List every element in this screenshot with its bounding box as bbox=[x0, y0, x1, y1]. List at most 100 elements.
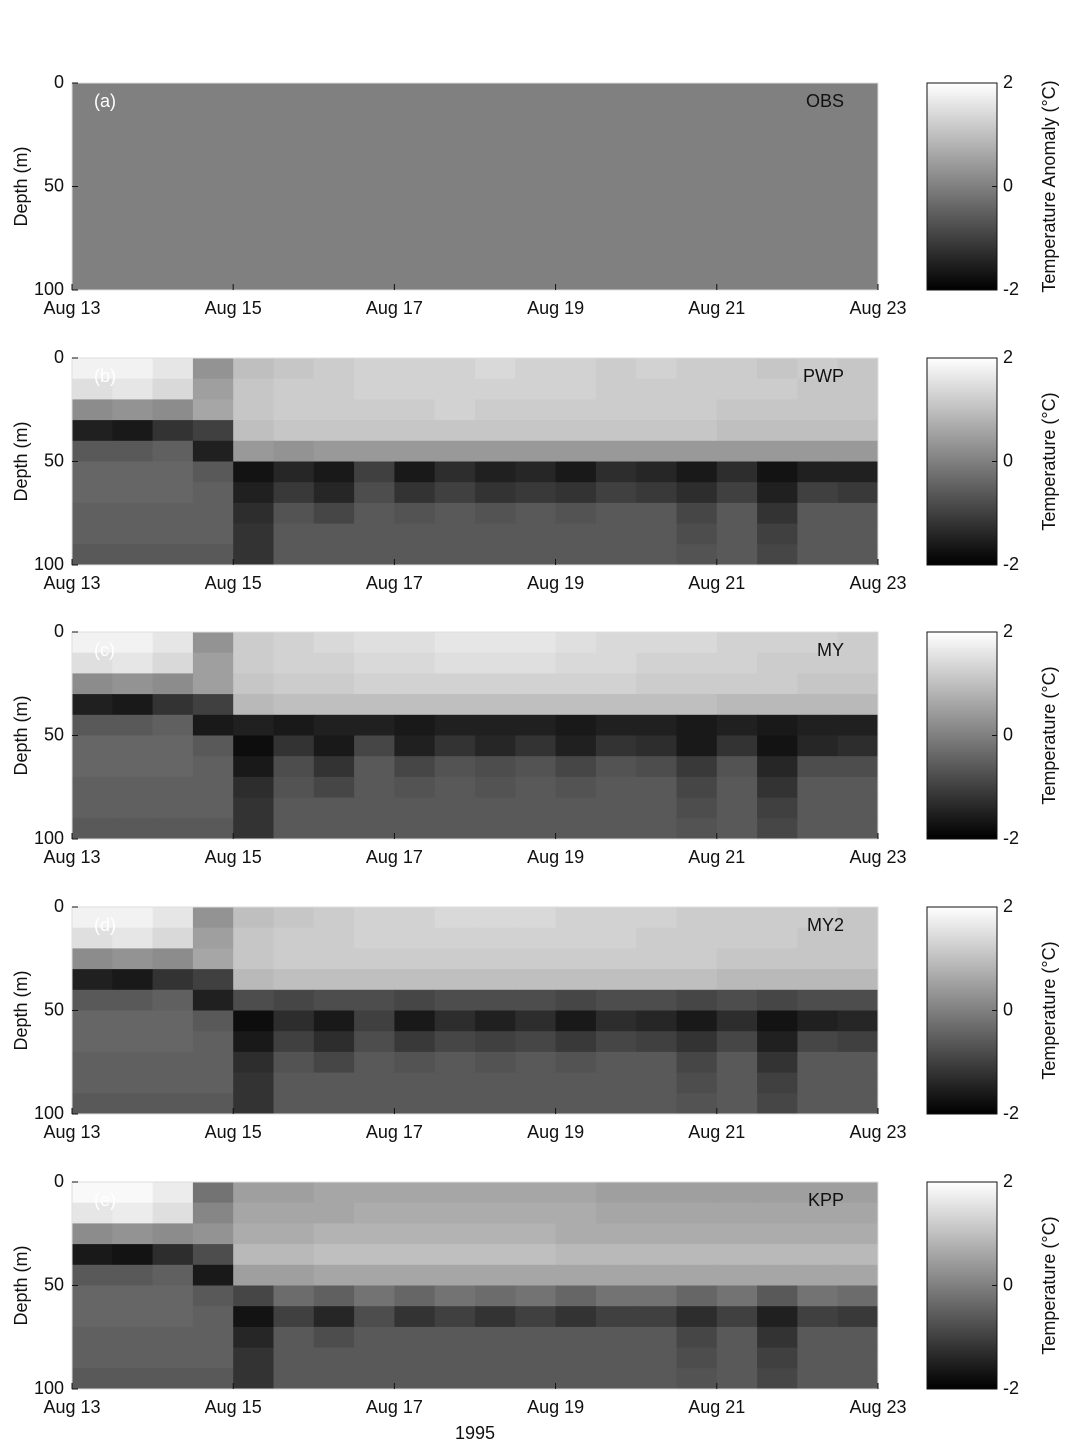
heatmap-cell bbox=[434, 632, 476, 654]
heatmap-cell bbox=[555, 776, 597, 799]
heatmap-cell bbox=[757, 124, 798, 146]
heatmap-cell bbox=[837, 378, 879, 400]
x-tick-label: Aug 15 bbox=[205, 573, 262, 593]
heatmap-cell bbox=[434, 1285, 476, 1307]
heatmap-cell bbox=[192, 1223, 234, 1245]
heatmap-cell bbox=[72, 652, 113, 674]
heatmap-cell bbox=[716, 523, 758, 545]
heatmap-cell bbox=[233, 948, 274, 970]
heatmap-cell bbox=[595, 714, 637, 736]
heatmap-cell bbox=[475, 248, 516, 270]
heatmap-cell bbox=[72, 989, 113, 1011]
heatmap-cell bbox=[112, 165, 154, 187]
heatmap-cell bbox=[233, 1072, 274, 1094]
heatmap-cell bbox=[233, 103, 274, 125]
model-label: OBS bbox=[806, 91, 844, 111]
heatmap-cell bbox=[313, 1264, 355, 1286]
heatmap-cell bbox=[837, 735, 879, 757]
heatmap-cell bbox=[233, 797, 274, 819]
heatmap-cell bbox=[192, 1093, 234, 1115]
heatmap-cell bbox=[313, 420, 355, 442]
heatmap-cell bbox=[515, 694, 557, 716]
heatmap-cell bbox=[112, 461, 154, 483]
heatmap-cell bbox=[72, 1368, 113, 1390]
heatmap-cell bbox=[354, 1368, 395, 1390]
model-label: MY bbox=[817, 640, 844, 660]
heatmap-cell bbox=[273, 1264, 315, 1286]
heatmap-cell bbox=[716, 186, 758, 208]
heatmap-cell bbox=[273, 1306, 315, 1328]
heatmap-cell bbox=[555, 989, 597, 1011]
x-tick-label: Aug 17 bbox=[366, 1397, 423, 1417]
heatmap-cell bbox=[233, 1202, 274, 1224]
heatmap-cell bbox=[475, 927, 516, 949]
heatmap-cell bbox=[595, 969, 637, 991]
heatmap-cell bbox=[515, 673, 557, 695]
heatmap-cell bbox=[716, 735, 758, 757]
heatmap-cell bbox=[595, 1264, 637, 1286]
heatmap-cell bbox=[475, 1182, 516, 1204]
heatmap-cell bbox=[112, 523, 154, 545]
heatmap-cell bbox=[273, 207, 315, 229]
heatmap-cell bbox=[72, 248, 113, 270]
heatmap-cell bbox=[555, 523, 597, 545]
heatmap-cell bbox=[797, 989, 839, 1011]
heatmap-cell bbox=[837, 652, 879, 674]
heatmap-cell bbox=[152, 1264, 194, 1286]
heatmap-cell bbox=[394, 1347, 436, 1369]
heatmap-cell bbox=[354, 1051, 395, 1074]
heatmap-cell bbox=[152, 1031, 194, 1053]
heatmap-cell bbox=[595, 1182, 637, 1204]
heatmap-cell bbox=[555, 797, 597, 819]
heatmap-cell bbox=[757, 1051, 798, 1074]
heatmap-cell bbox=[475, 714, 516, 736]
heatmap-cell bbox=[233, 1223, 274, 1245]
heatmap-cell bbox=[837, 1051, 879, 1074]
heatmap-cell bbox=[394, 797, 436, 819]
heatmap-cell bbox=[595, 399, 637, 421]
heatmap-cell bbox=[233, 907, 274, 929]
heatmap-cell bbox=[112, 358, 154, 380]
heatmap-cell bbox=[394, 227, 436, 250]
heatmap-cell bbox=[394, 907, 436, 929]
heatmap-cell bbox=[595, 1031, 637, 1053]
heatmap-cell bbox=[233, 227, 274, 250]
heatmap-cell bbox=[837, 83, 879, 105]
heatmap-cell bbox=[192, 378, 234, 400]
heatmap-cell bbox=[475, 420, 516, 442]
heatmap-cell bbox=[434, 927, 476, 949]
heatmap-cell bbox=[757, 83, 798, 105]
heatmap-cell bbox=[716, 1285, 758, 1307]
colorbar-tick-label: -2 bbox=[1003, 1103, 1019, 1123]
heatmap-cell bbox=[716, 797, 758, 819]
heatmap-cell bbox=[72, 83, 113, 105]
heatmap-cell bbox=[555, 1244, 597, 1266]
heatmap-cell bbox=[797, 544, 839, 566]
heatmap-cell bbox=[354, 502, 395, 525]
heatmap-cell bbox=[475, 632, 516, 654]
heatmap-cell bbox=[797, 124, 839, 146]
heatmap-cell bbox=[354, 358, 395, 380]
heatmap-cell bbox=[676, 1223, 718, 1245]
heatmap-cell bbox=[555, 124, 597, 146]
heatmap-cell bbox=[716, 1306, 758, 1328]
heatmap-cell bbox=[112, 714, 154, 736]
heatmap-cell bbox=[837, 632, 879, 654]
heatmap-cell bbox=[515, 420, 557, 442]
heatmap-cell bbox=[676, 797, 718, 819]
heatmap-cell bbox=[555, 482, 597, 504]
heatmap-cell bbox=[313, 1306, 355, 1328]
heatmap-cell bbox=[475, 673, 516, 695]
heatmap-cell bbox=[72, 735, 113, 757]
heatmap-cell bbox=[595, 544, 637, 566]
heatmap-cell bbox=[595, 248, 637, 270]
heatmap-cell bbox=[152, 969, 194, 991]
heatmap-cell bbox=[313, 83, 355, 105]
heatmap-cell bbox=[354, 1223, 395, 1245]
heatmap-cell bbox=[354, 269, 395, 291]
heatmap-cell bbox=[515, 652, 557, 674]
heatmap-cell bbox=[797, 523, 839, 545]
heatmap-cell bbox=[797, 927, 839, 949]
x-tick-label: Aug 13 bbox=[43, 1122, 100, 1142]
heatmap-cell bbox=[636, 776, 677, 799]
